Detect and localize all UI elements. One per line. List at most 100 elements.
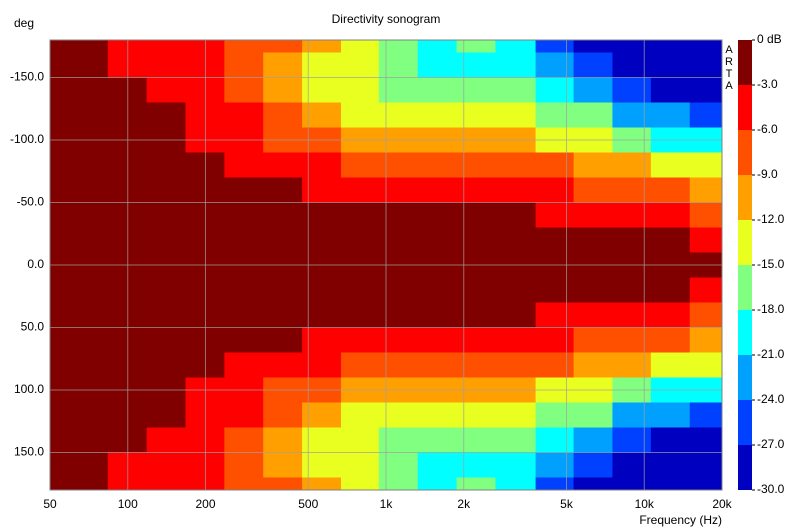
heat-cell	[573, 152, 613, 178]
heat-cell	[689, 152, 723, 178]
heat-cell	[263, 327, 303, 353]
heat-cell	[263, 40, 303, 53]
heat-cell	[535, 77, 575, 103]
heat-cell	[573, 102, 613, 128]
heat-cell	[146, 177, 186, 203]
heat-cell	[495, 327, 537, 353]
heat-cell	[612, 202, 652, 228]
heat-cell	[146, 427, 186, 453]
heat-cell	[263, 152, 303, 178]
heat-cell	[535, 402, 575, 428]
x-tick-label: 2k	[457, 497, 471, 511]
chart-title: Directivity sonogram	[332, 12, 441, 26]
heat-cell	[50, 302, 70, 328]
heat-cell	[456, 402, 496, 428]
heat-cell	[417, 477, 458, 491]
heat-cell	[650, 427, 691, 453]
heat-cell	[417, 152, 458, 178]
heat-cell	[456, 427, 496, 453]
heat-cell	[146, 40, 186, 53]
x-axis-label: Frequency (Hz)	[639, 513, 722, 527]
heat-cell	[378, 177, 419, 203]
heat-cell	[50, 52, 70, 78]
heat-cell	[495, 452, 537, 478]
heat-cell	[456, 40, 496, 53]
heat-cell	[378, 40, 419, 53]
heat-cell	[263, 177, 303, 203]
heat-cell	[417, 352, 458, 378]
heat-cell	[146, 202, 186, 228]
x-tick-label: 100	[118, 497, 138, 511]
colorbar-band	[738, 130, 752, 175]
heat-cell	[535, 52, 575, 78]
heat-cell	[495, 177, 537, 203]
heat-cell	[573, 427, 613, 453]
colorbar-band	[738, 220, 752, 265]
heat-cell	[573, 277, 613, 303]
heat-cell	[650, 52, 691, 78]
heat-cell	[50, 77, 70, 103]
heat-cell	[146, 352, 186, 378]
heat-cell	[340, 177, 380, 203]
y-tick-label: -150.0	[10, 70, 44, 84]
heat-cell	[573, 402, 613, 428]
heat-cell	[378, 52, 419, 78]
heat-cell	[340, 102, 380, 128]
heat-cell	[612, 277, 652, 303]
heat-cell	[650, 102, 691, 128]
heat-cell	[417, 227, 458, 253]
heat-cell	[340, 427, 380, 453]
heat-cell	[535, 227, 575, 253]
colorbar-tick-label: -24.0	[757, 392, 785, 406]
heat-cell	[340, 352, 380, 378]
heat-cell	[146, 477, 186, 491]
colorbar-tick-label: -6.0	[757, 122, 778, 136]
heat-cell	[68, 402, 109, 428]
colorbar-band	[738, 445, 752, 490]
heat-cell	[535, 202, 575, 228]
heat-cell	[535, 277, 575, 303]
colorbar-band	[738, 265, 752, 310]
heat-cell	[224, 352, 264, 378]
heat-cell	[302, 477, 342, 491]
heat-cell	[573, 477, 613, 491]
heat-cell	[68, 40, 109, 53]
x-tick-label: 5k	[560, 497, 574, 511]
colorbar-band	[738, 400, 752, 445]
heat-cell	[340, 452, 380, 478]
x-tick-label: 200	[195, 497, 215, 511]
heat-cell	[535, 152, 575, 178]
colorbar-band	[738, 175, 752, 220]
colorbar-tick-label: 0 dB	[757, 32, 782, 46]
heat-cell	[224, 177, 264, 203]
heat-cell	[146, 102, 186, 128]
heat-cell	[340, 152, 380, 178]
colorbar-tick-label: -9.0	[757, 167, 778, 181]
heat-cell	[50, 352, 70, 378]
heat-cell	[50, 40, 70, 53]
heat-cell	[378, 402, 419, 428]
heat-cell	[68, 77, 109, 103]
heat-cell	[146, 327, 186, 353]
heat-cell	[146, 277, 186, 303]
heat-cell	[302, 40, 342, 53]
heat-cell	[456, 177, 496, 203]
heat-cell	[612, 152, 652, 178]
heat-cell	[456, 102, 496, 128]
heat-cell	[650, 302, 691, 328]
heat-cell	[650, 202, 691, 228]
heat-cell	[689, 452, 723, 478]
heat-cell	[535, 177, 575, 203]
heat-cell	[68, 177, 109, 203]
heat-cell	[495, 152, 537, 178]
x-tick-label: 10k	[635, 497, 655, 511]
heat-cell	[224, 40, 264, 53]
heat-cell	[50, 477, 70, 491]
heat-cell	[456, 352, 496, 378]
heat-cell	[689, 202, 723, 228]
heat-cell	[495, 352, 537, 378]
heat-cell	[573, 40, 613, 53]
heat-cell	[340, 277, 380, 303]
heat-cell	[495, 477, 537, 491]
heat-cell	[689, 327, 723, 353]
